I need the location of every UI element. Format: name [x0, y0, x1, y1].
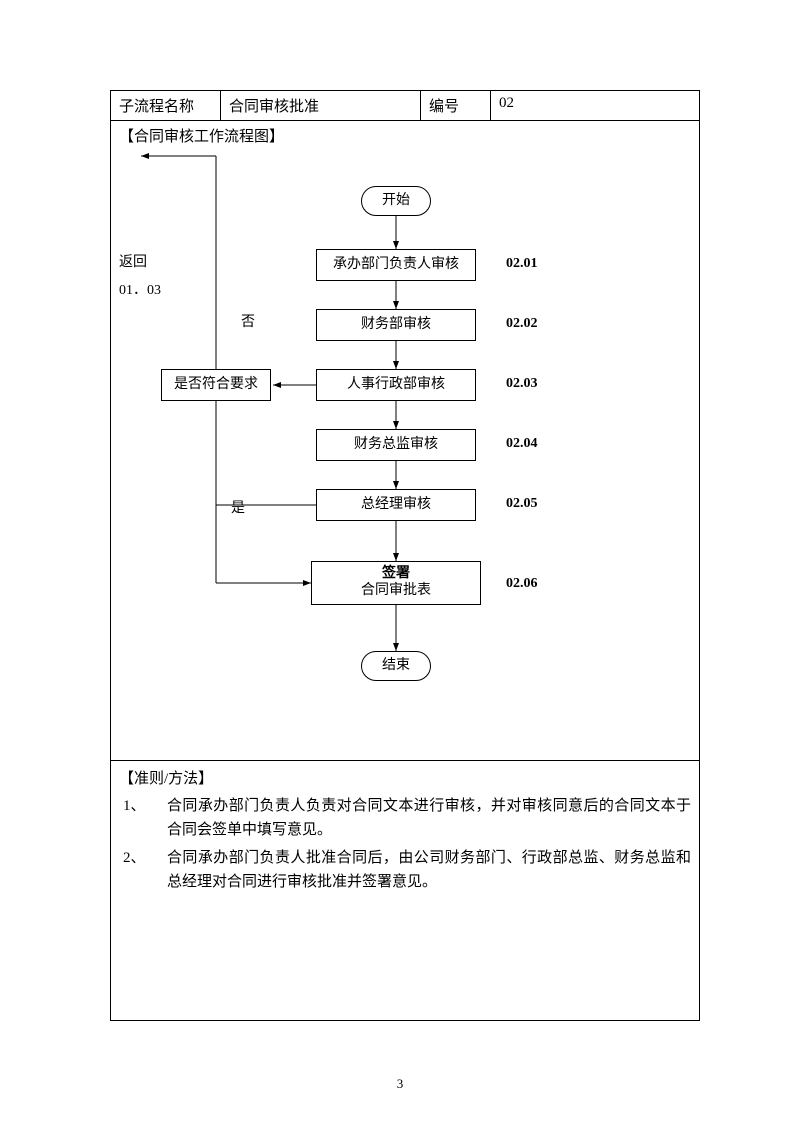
rule-1-text: 合同承办部门负责人负责对合同文本进行审核，并对审核同意后的合同文本于合同会签单中…: [167, 794, 691, 842]
document-page: 子流程名称 合同审核批准 编号 02 【合同审核工作流程图】: [0, 0, 800, 1132]
node-p6-line1: 签署: [382, 566, 410, 583]
rule-item-1: 1、 合同承办部门负责人负责对合同文本进行审核，并对审核同意后的合同文本于合同会…: [119, 794, 691, 842]
rule-2-num: 2、: [119, 846, 167, 894]
node-p6-line2: 合同审批表: [361, 583, 431, 600]
code-5: 02.05: [506, 496, 538, 512]
hdr-col1-label: 子流程名称: [111, 91, 221, 121]
hdr-col4-value: 02: [491, 91, 700, 121]
node-p5: 总经理审核: [316, 489, 476, 521]
code-2: 02.02: [506, 316, 538, 332]
flow-title: 【合同审核工作流程图】: [119, 125, 284, 146]
node-start: 开始: [361, 186, 431, 216]
page-number: 3: [0, 1076, 800, 1092]
node-p3: 人事行政部审核: [316, 369, 476, 401]
yes-label: 是: [231, 497, 245, 517]
code-1: 02.01: [506, 256, 538, 272]
return-label-1: 返回: [119, 251, 147, 271]
code-6: 02.06: [506, 576, 538, 592]
node-decision: 是否符合要求: [161, 369, 271, 401]
node-p2: 财务部审核: [316, 309, 476, 341]
header-row: 子流程名称 合同审核批准 编号 02: [111, 91, 700, 121]
node-p4: 财务总监审核: [316, 429, 476, 461]
hdr-col2-value: 合同审核批准: [221, 91, 421, 121]
rules-cell: 【准则/方法】 1、 合同承办部门负责人负责对合同文本进行审核，并对审核同意后的…: [111, 761, 700, 1021]
code-3: 02.03: [506, 376, 538, 392]
hdr-col3-label: 编号: [421, 91, 491, 121]
rule-item-2: 2、 合同承办部门负责人批准合同后，由公司财务部门、行政部总监、财务总监和总经理…: [119, 846, 691, 894]
return-label-2: 01．03: [119, 279, 161, 299]
main-table: 子流程名称 合同审核批准 编号 02 【合同审核工作流程图】: [110, 90, 700, 1021]
rules-list: 1、 合同承办部门负责人负责对合同文本进行审核，并对审核同意后的合同文本于合同会…: [119, 794, 691, 894]
node-p6: 签署 合同审批表: [311, 561, 481, 605]
code-4: 02.04: [506, 436, 538, 452]
rule-1-num: 1、: [119, 794, 167, 842]
node-end: 结束: [361, 651, 431, 681]
no-label: 否: [241, 311, 255, 331]
flowchart-cell: 【合同审核工作流程图】: [111, 121, 700, 761]
rules-title: 【准则/方法】: [119, 767, 691, 788]
rule-2-text: 合同承办部门负责人批准合同后，由公司财务部门、行政部总监、财务总监和总经理对合同…: [167, 846, 691, 894]
node-p1: 承办部门负责人审核: [316, 249, 476, 281]
